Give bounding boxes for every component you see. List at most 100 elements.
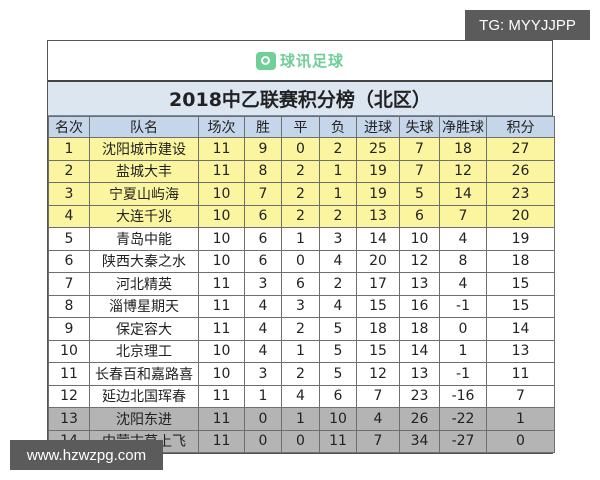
table-cell: 10 xyxy=(198,182,245,206)
table-cell: 8 xyxy=(439,249,487,273)
table-cell: 11 xyxy=(198,317,245,341)
table-cell: 7 xyxy=(439,204,487,228)
table-cell: 11 xyxy=(48,362,90,386)
table-cell: 延边北国珲春 xyxy=(89,384,199,408)
column-header: 负 xyxy=(319,116,357,138)
table-cell: -27 xyxy=(439,429,487,453)
table-cell: 13 xyxy=(399,272,440,296)
table-cell: 7 xyxy=(48,272,90,296)
table-cell: 9 xyxy=(244,137,282,161)
standings-table-container: 球讯足球 2018中乙联赛积分榜（北区） 名次 队名 场次胜平负进球 失球 净胜球 积分 … xyxy=(47,40,555,454)
table-cell: 7 xyxy=(399,137,440,161)
table-cell: 大连千兆 xyxy=(89,204,199,228)
table-cell: 4 xyxy=(48,204,90,228)
table-cell: 15 xyxy=(356,294,400,318)
table-cell: 7 xyxy=(399,159,440,183)
watermark-tg: TG: MYYJJPP xyxy=(465,10,590,40)
table-cell: 19 xyxy=(486,227,555,251)
table-cell: 10 xyxy=(198,339,245,363)
table-cell: 20 xyxy=(356,249,400,273)
table-cell: 保定容大 xyxy=(89,317,199,341)
table-cell: 4 xyxy=(439,227,487,251)
table-cell: 4 xyxy=(319,294,357,318)
table-row: 3 宁夏山屿海 10 7 2 1 19 5 14 23 xyxy=(48,182,555,206)
table-cell: 青岛中能 xyxy=(89,227,199,251)
table-cell: 淄博星期天 xyxy=(89,294,199,318)
table-cell: 18 xyxy=(486,249,555,273)
table-cell: 6 xyxy=(244,204,282,228)
table-cell: 10 xyxy=(399,227,440,251)
table-cell: 11 xyxy=(198,429,245,453)
table-cell: 沈阳城市建设 xyxy=(89,137,199,161)
table-cell: 18 xyxy=(439,137,487,161)
table-cell: 7 xyxy=(244,182,282,206)
table-cell: 1 xyxy=(439,339,487,363)
table-cell: 11 xyxy=(319,429,357,453)
table-cell: 7 xyxy=(486,384,555,408)
table-cell: 6 xyxy=(244,227,282,251)
table-cell: 27 xyxy=(486,137,555,161)
table-cell: 5 xyxy=(319,339,357,363)
table-cell: 1 xyxy=(319,182,357,206)
table-cell: 8 xyxy=(48,294,90,318)
table-cell: 18 xyxy=(399,317,440,341)
table-cell: 14 xyxy=(486,317,555,341)
table-cell: 2 xyxy=(319,272,357,296)
table-cell: 3 xyxy=(244,362,282,386)
table-cell: 12 xyxy=(439,159,487,183)
table-cell: 12 xyxy=(399,249,440,273)
table-cell: 8 xyxy=(244,159,282,183)
table-cell: 4 xyxy=(356,407,400,431)
table-cell: 4 xyxy=(319,249,357,273)
table-cell: 10 xyxy=(198,204,245,228)
table-row: 12 延边北国珲春 11 1 4 6 7 23 -16 7 xyxy=(48,384,555,408)
table-cell: 1 xyxy=(281,227,320,251)
table-cell: 13 xyxy=(356,204,400,228)
table-cell: 1 xyxy=(319,159,357,183)
table-cell: 1 xyxy=(486,407,555,431)
table-cell: 14 xyxy=(356,227,400,251)
table-cell: 沈阳东进 xyxy=(89,407,199,431)
table-cell: 3 xyxy=(281,294,320,318)
table-cell: 4 xyxy=(439,272,487,296)
table-cell: 25 xyxy=(356,137,400,161)
table-row: 9 保定容大 11 4 2 5 18 18 0 14 xyxy=(48,317,555,341)
logo: 球讯足球 xyxy=(255,50,344,71)
watermark-url: www.hzwzpg.com xyxy=(10,440,163,470)
table-cell: 15 xyxy=(486,272,555,296)
column-header: 净胜球 xyxy=(439,116,487,138)
table-cell: 4 xyxy=(281,384,320,408)
table-cell: 14 xyxy=(439,182,487,206)
table-cell: 0 xyxy=(486,429,555,453)
table-cell: 4 xyxy=(244,294,282,318)
table-cell: 北京理工 xyxy=(89,339,199,363)
column-header: 名次 xyxy=(48,116,90,138)
table-cell: 0 xyxy=(439,317,487,341)
table-cell: 11 xyxy=(198,407,245,431)
table-cell: -22 xyxy=(439,407,487,431)
table-row: 6 陕西大秦之水 10 6 0 4 20 12 8 18 xyxy=(48,249,555,273)
table-cell: 11 xyxy=(198,159,245,183)
table-cell: 0 xyxy=(281,249,320,273)
table-row: 8 淄博星期天 11 4 3 4 15 16 -1 15 xyxy=(48,294,555,318)
table-cell: 13 xyxy=(486,339,555,363)
table-cell: 3 xyxy=(319,227,357,251)
table-cell: 5 xyxy=(319,317,357,341)
table-cell: -1 xyxy=(439,294,487,318)
table-cell: 26 xyxy=(486,159,555,183)
table-cell: 10 xyxy=(319,407,357,431)
table-cell: 5 xyxy=(48,227,90,251)
table-cell: 6 xyxy=(399,204,440,228)
table-row: 13 沈阳东进 11 0 1 10 4 26 -22 1 xyxy=(48,407,555,431)
table-cell: 26 xyxy=(399,407,440,431)
table-cell: 9 xyxy=(48,317,90,341)
table-cell: 2 xyxy=(48,159,90,183)
table-cell: 1 xyxy=(281,407,320,431)
table-cell: 6 xyxy=(319,384,357,408)
header-row: 名次 队名 场次胜平负进球 失球 净胜球 积分 xyxy=(48,116,555,138)
table-cell: 10 xyxy=(198,227,245,251)
table-cell: 1 xyxy=(281,339,320,363)
table-cell: 长春百和嘉路喜 xyxy=(89,362,199,386)
table-cell: 10 xyxy=(48,339,90,363)
table-cell: 7 xyxy=(356,429,400,453)
